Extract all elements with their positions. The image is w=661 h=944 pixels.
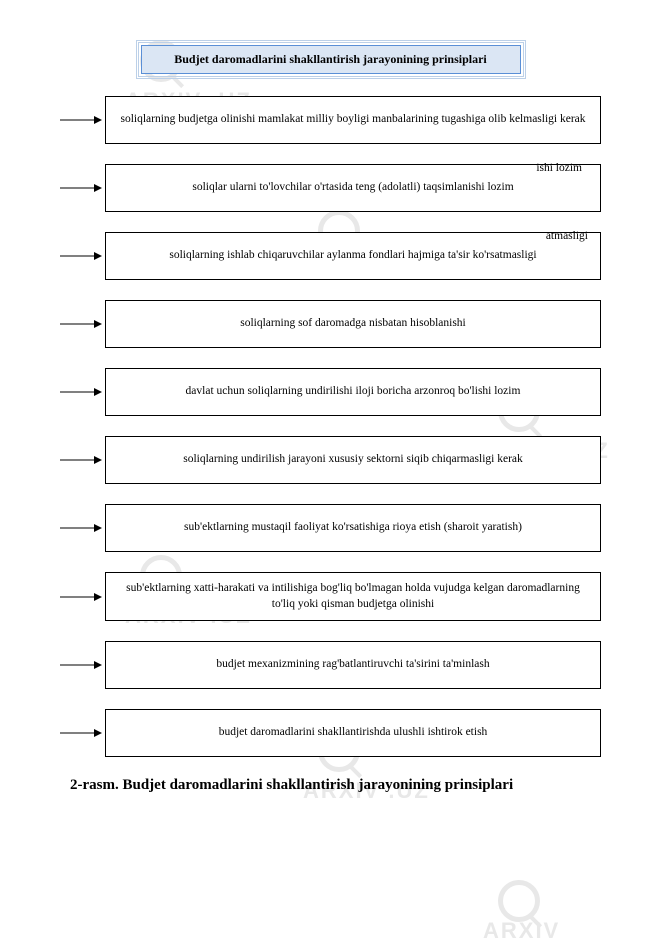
- principle-text: soliqlar ularni to'lovchilar o'rtasida t…: [192, 180, 513, 196]
- arrow-icon: [60, 318, 105, 330]
- principle-row: budjet mexanizmining rag'batlantiruvchi …: [60, 641, 601, 689]
- principle-box: soliqlar ularni to'lovchilar o'rtasida t…: [105, 164, 601, 212]
- principle-text: soliqlarning undirilish jarayoni xususiy…: [183, 452, 523, 468]
- principle-text: sub'ektlarning xatti-harakati va intilis…: [118, 581, 588, 612]
- principle-row: soliqlarning undirilish jarayoni xususiy…: [60, 436, 601, 484]
- watermark-text: ARXIV: [483, 918, 560, 944]
- principle-box: budjet mexanizmining rag'batlantiruvchi …: [105, 641, 601, 689]
- overflow-text: ishi lozim: [536, 161, 582, 177]
- diagram-content: Budjet daromadlarini shakllantirish jara…: [0, 0, 661, 814]
- principle-row: budjet daromadlarini shakllantirishda ul…: [60, 709, 601, 757]
- principle-box: soliqlarning budjetga olinishi mamlakat …: [105, 96, 601, 144]
- figure-caption: 2-rasm. Budjet daromadlarini shakllantir…: [60, 777, 601, 794]
- principle-row: soliqlarning sof daromadga nisbatan hiso…: [60, 300, 601, 348]
- arrow-icon: [60, 454, 105, 466]
- principle-text: soliqlarning ishlab chiqaruvchilar aylan…: [169, 248, 536, 264]
- principle-text: soliqlarning sof daromadga nisbatan hiso…: [240, 316, 466, 332]
- arrow-icon: [60, 386, 105, 398]
- principle-box: sub'ektlarning mustaqil faoliyat ko'rsat…: [105, 504, 601, 552]
- principle-box: sub'ektlarning xatti-harakati va intilis…: [105, 572, 601, 621]
- title-box: Budjet daromadlarini shakllantirish jara…: [141, 45, 521, 74]
- principle-row: soliqlar ularni to'lovchilar o'rtasida t…: [60, 164, 601, 212]
- principle-row: soliqlarning ishlab chiqaruvchilar aylan…: [60, 232, 601, 280]
- arrow-icon: [60, 659, 105, 671]
- arrow-icon: [60, 114, 105, 126]
- principle-row: davlat uchun soliqlarning undirilishi il…: [60, 368, 601, 416]
- principle-row: sub'ektlarning xatti-harakati va intilis…: [60, 572, 601, 621]
- principle-text: davlat uchun soliqlarning undirilishi il…: [186, 384, 521, 400]
- principle-text: soliqlarning budjetga olinishi mamlakat …: [120, 112, 585, 128]
- arrow-icon: [60, 250, 105, 262]
- principle-text: sub'ektlarning mustaqil faoliyat ko'rsat…: [184, 520, 522, 536]
- arrow-icon: [60, 591, 105, 603]
- title-text: Budjet daromadlarini shakllantirish jara…: [174, 52, 487, 66]
- principle-box: davlat uchun soliqlarning undirilishi il…: [105, 368, 601, 416]
- arrow-icon: [60, 182, 105, 194]
- watermark-logo: [498, 880, 540, 922]
- principle-row: sub'ektlarning mustaqil faoliyat ko'rsat…: [60, 504, 601, 552]
- principle-text: budjet daromadlarini shakllantirishda ul…: [219, 725, 488, 741]
- principle-box: budjet daromadlarini shakllantirishda ul…: [105, 709, 601, 757]
- principle-text: budjet mexanizmining rag'batlantiruvchi …: [216, 657, 489, 673]
- principle-box: soliqlarning undirilish jarayoni xususiy…: [105, 436, 601, 484]
- overflow-text: atmasligi: [546, 229, 588, 245]
- principle-box: soliqlarning sof daromadga nisbatan hiso…: [105, 300, 601, 348]
- arrow-icon: [60, 727, 105, 739]
- principle-box: soliqlarning ishlab chiqaruvchilar aylan…: [105, 232, 601, 280]
- arrow-icon: [60, 522, 105, 534]
- principle-row: soliqlarning budjetga olinishi mamlakat …: [60, 96, 601, 144]
